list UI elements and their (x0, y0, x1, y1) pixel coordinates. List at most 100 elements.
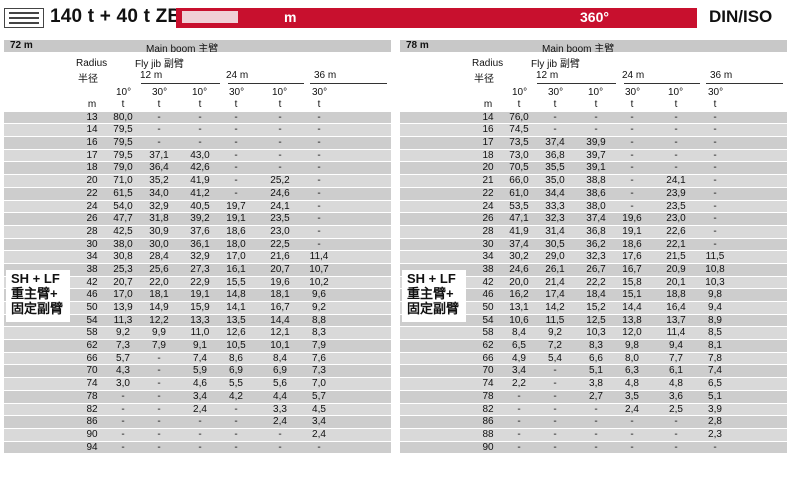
capacity-cell: 32,9 (149, 200, 169, 212)
radius-cell: 24 (482, 200, 494, 212)
capacity-cell: - (234, 441, 238, 453)
radius-cell: 86 (86, 416, 98, 428)
capacity-cell: 24,6 (270, 187, 290, 199)
capacity-cell: 36,8 (586, 225, 606, 237)
capacity-cell: 8,6 (229, 352, 243, 364)
table-row: 62 6,5 7,2 8,3 9,8 9,4 8,1 (400, 340, 787, 353)
capacity-cell: 12,5 (586, 314, 606, 326)
capacity-cell: - (713, 124, 717, 136)
table-row: 16 79,5 - - - - - (4, 137, 391, 150)
capacity-cell: - (317, 441, 321, 453)
capacity-cell: - (630, 149, 634, 161)
capacity-cell: 12,2 (149, 314, 169, 326)
table-row: 46 17,0 18,1 19,1 14,8 18,1 9,6 (4, 289, 391, 302)
capacity-cell: 2,8 (708, 416, 722, 428)
capacity-cell: 20,7 (270, 263, 290, 275)
capacity-cell: - (157, 378, 161, 390)
capacity-cell: 19,6 (622, 213, 642, 225)
capacity-cell: 18,6 (226, 225, 246, 237)
capacity-cell: 14,4 (622, 302, 642, 313)
capacity-cell: 2,2 (512, 378, 526, 390)
table-row: 88 - - - - - 2,3 (400, 428, 787, 442)
capacity-cell: 5,7 (312, 390, 326, 402)
radius-cell: 66 (482, 352, 494, 364)
capacity-cell: 15,5 (226, 276, 246, 288)
capacity-cell: - (713, 441, 717, 453)
capacity-cell: 3,4 (193, 390, 207, 402)
table-icon (4, 8, 44, 28)
capacity-cell: - (157, 137, 161, 149)
jib-divider-2 (706, 83, 783, 84)
table-row: 21 66,0 35,0 38,8 - 24,1 - (400, 175, 787, 188)
capacity-cell: 7,2 (548, 340, 562, 352)
radius-label-cn: 半径 (78, 74, 98, 85)
capacity-cell: - (630, 441, 634, 453)
capacity-cell: 11,4 (309, 251, 329, 263)
radius-cell: 86 (482, 416, 494, 428)
capacity-cell: - (317, 175, 321, 187)
table-row: 70 3,4 - 5,1 6,3 6,1 7,4 (400, 365, 787, 379)
capacity-cell: - (121, 416, 125, 428)
capacity-cell: - (278, 441, 282, 453)
capacity-cell: 37,4 (509, 238, 529, 250)
page-title: 140 t + 40 t ZB (50, 6, 182, 27)
capacity-cell: 2,4 (625, 403, 639, 415)
capacity-cell: 21,4 (545, 276, 565, 288)
capacity-cell: 12,1 (270, 327, 290, 339)
capacity-cell: 4,6 (193, 378, 207, 390)
capacity-cell: 35,2 (149, 175, 169, 187)
capacity-cell: 26,7 (586, 263, 606, 275)
capacity-cell: 22,9 (190, 276, 210, 288)
capacity-cell: - (278, 162, 282, 174)
capacity-cell: - (674, 441, 678, 453)
capacity-cell: - (713, 200, 717, 212)
capacity-cell: - (198, 124, 202, 136)
table-row: 86 - - - - 2,4 3,4 (4, 416, 391, 429)
capacity-cell: - (157, 390, 161, 402)
capacity-cell: 17,0 (113, 289, 133, 301)
capacity-cell: 11,4 (666, 327, 686, 339)
capacity-cell: 24,1 (270, 200, 290, 212)
capacity-cell: 10,8 (705, 263, 725, 275)
radius-cell: 50 (482, 302, 494, 313)
capacity-cell: - (198, 441, 202, 453)
angle-2: 10° (588, 87, 604, 98)
table-row: 17 79,5 37,1 43,0 - - - (4, 149, 391, 163)
table-row: 70 4,3 - 5,9 6,9 6,9 7,3 (4, 365, 391, 379)
capacity-cell: 7,0 (312, 378, 326, 390)
radius-cell: 70 (482, 365, 494, 377)
capacity-cell: 11,0 (190, 327, 210, 339)
config-label-line: 固定副臂 (11, 301, 64, 316)
capacity-cell: - (157, 365, 161, 377)
slew-label: 360° (580, 9, 609, 25)
data-rows: m t t t t t t 14 76,0- - - - -16 74,5- - - - -17 73,5 37,4 3… (400, 99, 787, 455)
angle-0: 10° (512, 87, 528, 98)
capacity-cell: - (713, 137, 717, 149)
capacity-cell: - (121, 390, 125, 402)
capacity-cell: 3,4 (512, 365, 526, 377)
load-table-78m: 78 m Main boom 主臂 Radius 半径 Fly jib 副臂 12 m 24… (400, 40, 787, 500)
unit-cell: t (674, 99, 678, 110)
radius-cell: 82 (482, 403, 494, 415)
capacity-cell: 37,4 (545, 137, 565, 149)
code-mark (182, 11, 238, 23)
table-row: 74 3,0 - 4,6 5,5 5,6 7,0 (4, 378, 391, 391)
table-row: 18 79,0 36,4 42,6 - - - (4, 162, 391, 176)
capacity-cell: 10,3 (586, 327, 606, 339)
radius-cell: 46 (482, 289, 494, 301)
capacity-cell: 15,1 (622, 289, 642, 301)
capacity-cell: 53,5 (509, 200, 529, 212)
capacity-cell: 36,2 (586, 238, 606, 250)
capacity-cell: 7,4 (708, 365, 722, 377)
capacity-cell: 76,0 (509, 111, 529, 123)
capacity-cell: 4,8 (625, 378, 639, 390)
capacity-cell: 2,4 (193, 403, 207, 415)
capacity-cell: 37,4 (586, 213, 606, 225)
capacity-cell: 23,0 (270, 225, 290, 237)
capacity-cell: - (198, 111, 202, 123)
capacity-cell: 29,0 (545, 251, 565, 263)
capacity-cell: 13,8 (622, 314, 642, 326)
capacity-cell: - (278, 111, 282, 123)
capacity-cell: 2,4 (312, 428, 326, 440)
